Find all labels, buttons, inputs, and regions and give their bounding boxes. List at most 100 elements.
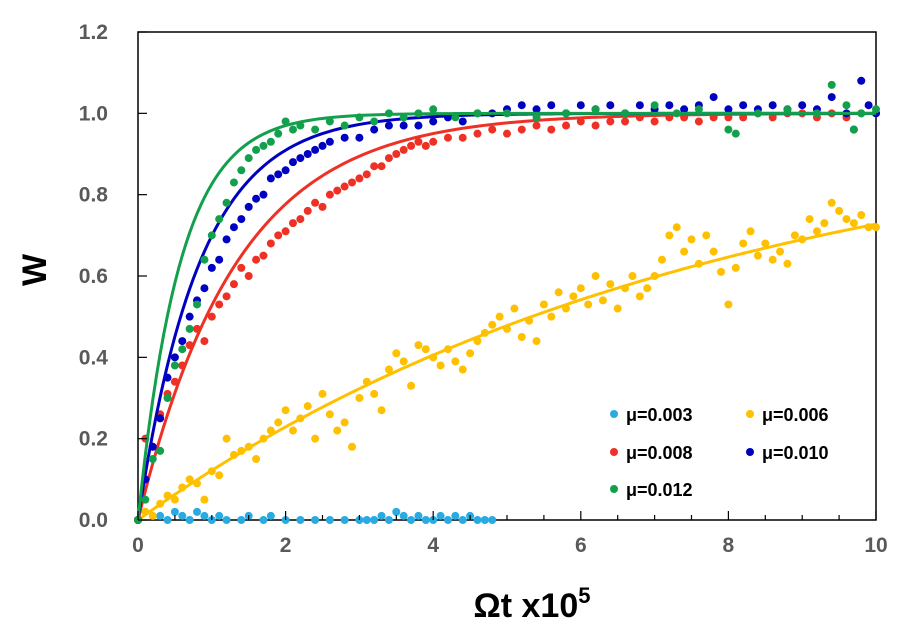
y-axis-title: W xyxy=(16,253,54,286)
data-point xyxy=(229,178,238,187)
data-point xyxy=(252,145,261,154)
data-point xyxy=(547,312,556,321)
data-point xyxy=(185,324,194,333)
data-point xyxy=(340,516,349,524)
data-point xyxy=(857,76,866,85)
data-point xyxy=(776,247,785,256)
data-point xyxy=(539,300,548,309)
data-point xyxy=(340,133,349,142)
data-point xyxy=(421,516,430,524)
data-point xyxy=(355,394,364,402)
data-point xyxy=(414,121,423,130)
data-point xyxy=(436,511,445,520)
data-point xyxy=(480,516,489,524)
data-point xyxy=(820,219,829,228)
data-point xyxy=(473,516,482,524)
data-point xyxy=(215,471,224,480)
data-point xyxy=(591,121,600,130)
data-point xyxy=(842,215,851,224)
data-point xyxy=(215,255,224,264)
data-point xyxy=(384,154,393,163)
data-point xyxy=(156,446,165,455)
data-point xyxy=(827,198,836,207)
data-point xyxy=(229,223,238,232)
data-point xyxy=(510,304,519,313)
data-point xyxy=(606,101,615,110)
data-point xyxy=(170,353,179,362)
legend-marker-3 xyxy=(746,448,754,456)
data-point xyxy=(237,263,246,272)
data-point xyxy=(325,137,334,146)
data-point xyxy=(318,202,327,211)
data-point xyxy=(812,227,821,236)
data-point xyxy=(724,105,733,114)
data-point xyxy=(650,101,659,110)
x-axis-title-base: Ωt x10 xyxy=(473,587,578,625)
data-point xyxy=(414,137,423,146)
data-point xyxy=(266,174,275,183)
y-tick-label: 0.8 xyxy=(79,184,109,207)
data-point xyxy=(185,516,194,524)
data-point xyxy=(333,426,342,435)
data-point xyxy=(325,516,334,524)
data-point xyxy=(325,410,334,419)
data-point xyxy=(222,516,231,524)
data-point xyxy=(694,117,703,126)
data-point xyxy=(709,93,718,102)
data-point xyxy=(635,292,644,301)
data-point xyxy=(547,101,556,110)
data-point xyxy=(842,101,851,110)
data-point xyxy=(488,516,497,524)
data-point xyxy=(325,190,334,199)
data-point xyxy=(724,300,733,309)
data-point xyxy=(377,406,386,415)
data-point xyxy=(311,198,320,207)
data-point xyxy=(798,101,807,110)
data-point xyxy=(451,511,460,520)
data-point xyxy=(355,133,364,142)
data-point xyxy=(458,516,467,524)
data-point xyxy=(156,511,165,520)
data-point xyxy=(554,288,563,297)
data-point xyxy=(827,80,836,89)
data-point xyxy=(185,312,194,321)
data-point xyxy=(421,345,430,354)
x-tick-label: 4 xyxy=(427,534,439,557)
data-point xyxy=(362,170,371,179)
data-point xyxy=(576,101,585,110)
data-point xyxy=(274,231,283,240)
data-point xyxy=(384,121,393,130)
data-point xyxy=(178,345,187,354)
data-point xyxy=(222,434,231,443)
legend-marker-2 xyxy=(610,448,618,456)
x-tick-label: 6 xyxy=(575,534,587,557)
data-point xyxy=(377,511,386,520)
data-point xyxy=(296,215,305,224)
data-point xyxy=(281,117,290,126)
data-point xyxy=(266,137,275,146)
data-point xyxy=(488,125,497,134)
y-tick-label: 1.0 xyxy=(79,102,108,125)
data-point xyxy=(252,194,261,203)
data-point xyxy=(717,267,726,276)
data-point xyxy=(178,337,187,346)
data-point xyxy=(731,129,740,138)
data-point xyxy=(783,105,792,114)
data-point xyxy=(532,121,541,130)
data-point xyxy=(458,133,467,142)
data-point xyxy=(244,272,253,280)
data-point xyxy=(665,101,674,110)
data-point xyxy=(768,101,777,110)
data-point xyxy=(532,337,541,346)
legend-label-0: μ=0.003 xyxy=(626,405,693,425)
data-point xyxy=(311,434,320,443)
legend: μ=0.003 μ=0.006 μ=0.008 μ=0.010 μ=0.012 xyxy=(610,405,829,500)
data-point xyxy=(606,117,615,126)
data-point xyxy=(340,182,349,191)
data-point xyxy=(672,223,681,232)
data-point xyxy=(163,516,172,524)
data-point xyxy=(222,198,231,207)
x-tick-label: 8 xyxy=(723,534,735,557)
data-point xyxy=(340,418,349,427)
data-point xyxy=(362,516,371,524)
